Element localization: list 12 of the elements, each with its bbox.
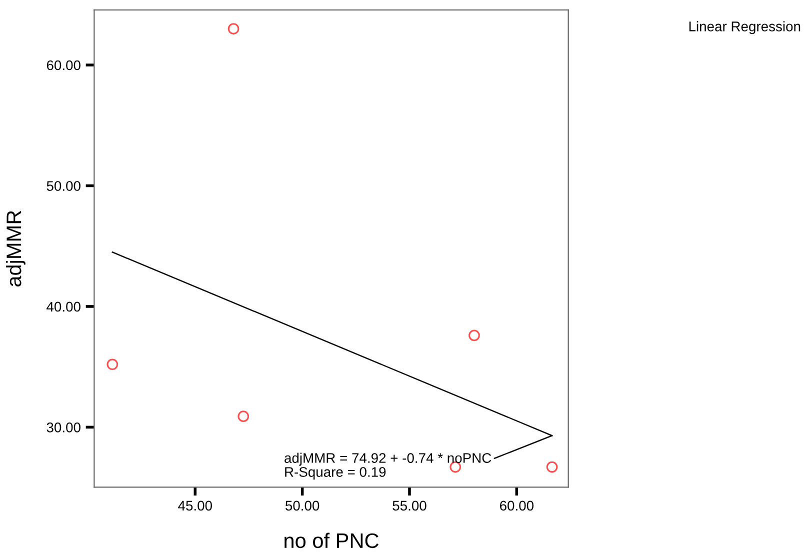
y-tick-label: 40.00 [46,302,80,312]
y-tick-label: 60.00 [46,60,80,70]
y-tick-label: 30.00 [46,422,80,432]
x-tick-label: 60.00 [500,500,534,511]
text: Linear Regression [689,21,800,34]
annotation: adjMMR = 74.92 + -0.74 * noPNC R-Square = 0.19 [284,452,492,480]
x-tick-label: 50.00 [286,500,320,511]
x-tick-label: 55.00 [392,500,426,511]
x-tick-label: 45.00 [178,500,212,511]
y-axis-title: adjMMR [6,210,26,286]
y-tick-label: 50.00 [46,181,80,191]
x-axis-title: no of PNC [284,532,379,548]
